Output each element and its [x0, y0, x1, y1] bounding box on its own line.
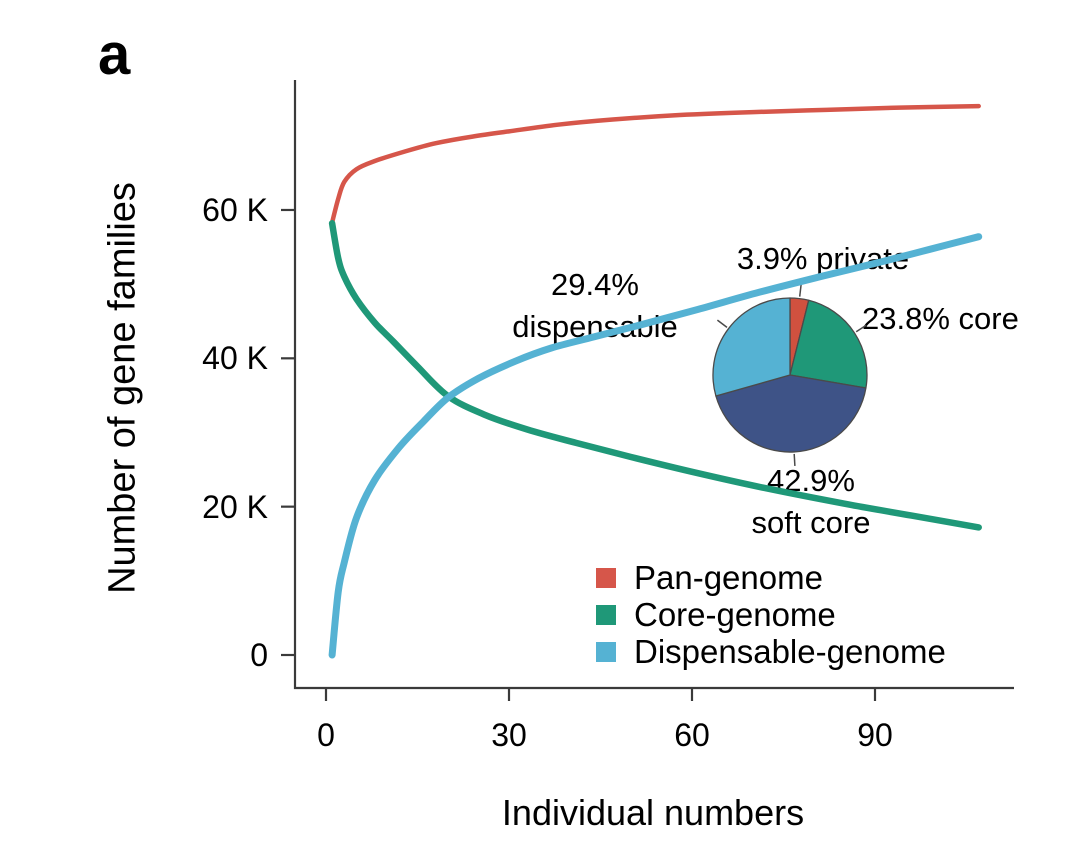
legend-label-dispensable-genome: Dispensable-genome	[634, 633, 946, 670]
x-tick-label-90: 90	[857, 717, 893, 753]
legend-swatch-pan-genome	[596, 568, 616, 588]
y-tick-label-40-k: 40 K	[202, 340, 268, 377]
x-tick-label-60: 60	[674, 717, 710, 753]
legend-swatch-dispensable-genome	[596, 642, 616, 662]
y-tick-label-20-k: 20 K	[202, 488, 268, 525]
legend-swatch-core-genome	[596, 605, 616, 625]
x-tick-label-30: 30	[491, 717, 527, 753]
y-axis-title: Number of gene families	[101, 182, 144, 594]
x-tick-label-0: 0	[317, 717, 335, 753]
x-axis-title: Individual numbers	[501, 792, 805, 833]
y-tick-label-60-k: 60 K	[202, 191, 268, 228]
y-tick-label-0: 0	[250, 637, 268, 673]
panel-label: a	[98, 22, 131, 87]
legend-label-core-genome: Core-genome	[634, 596, 836, 633]
legend-label-pan-genome: Pan-genome	[634, 559, 823, 596]
